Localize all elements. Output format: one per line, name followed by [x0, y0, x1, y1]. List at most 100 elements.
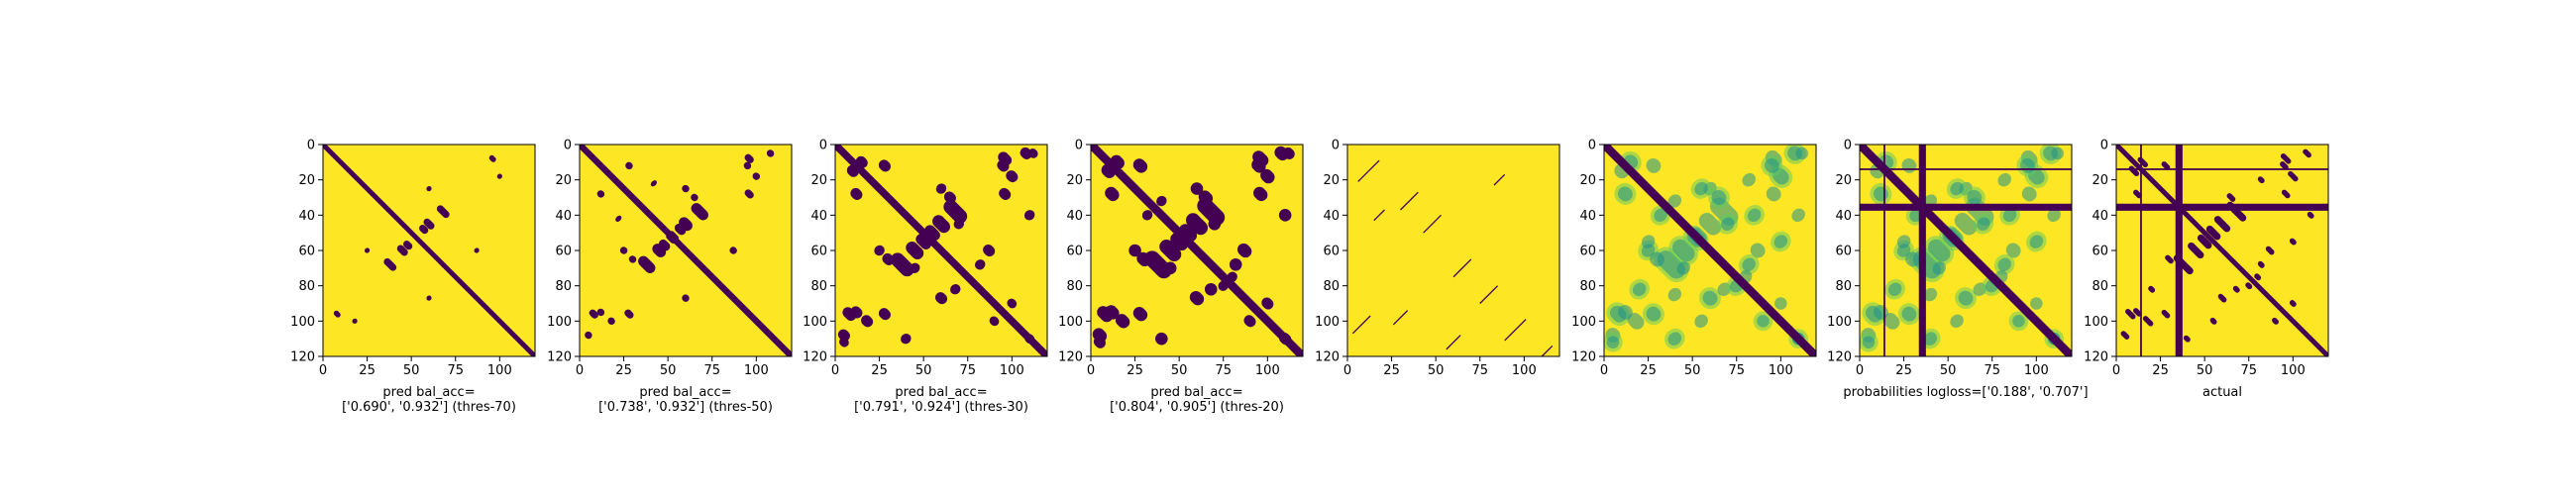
contact-blob-mirror: [932, 215, 950, 234]
y-tick-label: 0: [1332, 139, 1340, 153]
y-tick-label: 100: [1571, 315, 1596, 330]
contact-stroke: [1373, 209, 1385, 222]
contact-blob-mirror: [2133, 308, 2142, 317]
x-tick-label: 50: [1940, 363, 1957, 378]
contact-blob-mirror: [615, 215, 622, 222]
contact-blob: [426, 295, 432, 301]
contact-blob: [934, 292, 948, 305]
contact-blob: [890, 252, 914, 277]
contact-blob-mirror: [1641, 235, 1656, 248]
contact-blob-mirror: [674, 223, 687, 236]
contact-blob-mirror: [1646, 157, 1662, 173]
contact-blob-mirror: [1676, 261, 1690, 275]
contact-blob-mirror: [1132, 158, 1148, 173]
contact-blob-mirror: [682, 184, 690, 193]
contact-blob-mirror: [1007, 298, 1018, 309]
contact-blob: [1093, 336, 1106, 348]
heatmap-background: [1347, 145, 1559, 356]
contact-blob-mirror: [1791, 208, 1805, 223]
heatmap-panel-4: 0 25 50 75 100 0 20 40 60 80 100 120 pred bal_acc=['…: [1058, 139, 1304, 415]
contact-blob-mirror: [1997, 172, 2011, 187]
panel-caption: ['0.738', '0.932'] (thres-50): [598, 400, 773, 415]
y-tick-label: 40: [810, 209, 827, 224]
y-tick-label: 120: [290, 350, 315, 365]
x-tick-label: 25: [1640, 363, 1657, 378]
x-tick-label: 25: [2152, 363, 2169, 378]
y-tick-label: 40: [1066, 209, 1083, 224]
diagonal-band: [1860, 145, 2072, 356]
x-tick-label: 75: [1984, 363, 2000, 378]
contact-blob-mirror: [1236, 243, 1252, 258]
y-tick-label: 40: [1579, 209, 1596, 224]
x-tick-label: 50: [1428, 363, 1445, 378]
contact-blob: [396, 245, 408, 256]
contact-blob-mirror: [1905, 251, 1920, 267]
contact-blob-mirror: [426, 185, 432, 192]
contact-blob: [1958, 290, 1974, 306]
x-tick-label: 0: [576, 363, 584, 378]
masked-row-band: [2116, 203, 2328, 211]
contact-blob: [402, 241, 413, 250]
contact-blob: [1721, 217, 1735, 231]
y-tick-label: 60: [1066, 245, 1083, 259]
contact-blob-mirror: [488, 154, 496, 162]
contact-blob-mirror: [943, 199, 968, 224]
contact-blob-mirror: [1253, 186, 1268, 202]
panel-caption: actual: [2202, 385, 2242, 400]
contact-blob: [906, 242, 924, 259]
contact-blob: [1006, 170, 1019, 183]
contact-blob: [1711, 190, 1727, 205]
contact-blob: [333, 310, 341, 318]
x-tick-label: 75: [703, 363, 720, 378]
diagonal-band: [580, 145, 792, 356]
contact-blob-mirror: [1105, 305, 1120, 320]
x-tick-label: 100: [1769, 363, 1793, 378]
contact-blob-mirror: [1766, 186, 1781, 202]
x-tick-label: 75: [1471, 363, 1488, 378]
contact-blob-mirror: [1136, 251, 1151, 267]
contact-blob-mirror: [910, 262, 920, 274]
y-tick-label: 120: [1315, 350, 1340, 365]
contact-blob-mirror: [1115, 314, 1130, 329]
y-tick-label: 100: [290, 315, 315, 330]
contact-blob: [1977, 217, 1990, 231]
contact-blob-mirror: [1750, 243, 1766, 258]
contact-blob: [691, 193, 698, 202]
x-tick-label: 75: [1728, 363, 1745, 378]
x-tick-label: 100: [2281, 363, 2306, 378]
contact-blob-mirror: [585, 331, 592, 340]
x-tick-label: 100: [1255, 363, 1280, 378]
contact-blob-mirror: [1204, 282, 1218, 296]
contact-blob-mirror: [1698, 212, 1722, 236]
contact-blob-mirror: [628, 255, 637, 263]
contact-blob: [624, 309, 634, 319]
contact-blob-mirror: [1185, 213, 1209, 236]
x-tick-label: 0: [2112, 363, 2120, 378]
contact-blob-mirror: [1774, 297, 1787, 310]
y-tick-label: 120: [1058, 350, 1083, 365]
contact-blob-mirror: [950, 284, 961, 295]
x-tick-label: 50: [915, 363, 932, 378]
contact-blob: [1654, 208, 1667, 223]
y-tick-label: 0: [1588, 139, 1596, 153]
x-tick-label: 75: [959, 363, 976, 378]
panel-caption: pred bal_acc=: [639, 385, 731, 400]
y-tick-label: 40: [1323, 209, 1340, 224]
contact-blob-mirror: [2254, 273, 2262, 281]
panel-caption: ['0.791', '0.924'] (thres-30): [854, 400, 1028, 415]
contact-blob-mirror: [625, 161, 633, 170]
contact-blob-mirror: [2051, 147, 2065, 160]
contact-blob: [1764, 157, 1779, 173]
contact-blob: [752, 172, 761, 180]
y-tick-label: 60: [298, 245, 315, 259]
contact-blob: [1251, 158, 1266, 173]
x-tick-label: 75: [2240, 363, 2257, 378]
contact-blob: [1742, 257, 1756, 271]
contact-blob: [1229, 257, 1242, 271]
contact-blob-mirror: [2005, 243, 2021, 258]
contact-blob: [874, 245, 885, 256]
heatmap-panel-1: 0 25 50 75 100 0 20 40 60 80 100 120 pred bal_acc=['…: [290, 139, 536, 415]
x-tick-label: 50: [2197, 363, 2213, 378]
y-tick-label: 60: [1579, 245, 1596, 259]
diagonal-band: [1091, 145, 1303, 356]
